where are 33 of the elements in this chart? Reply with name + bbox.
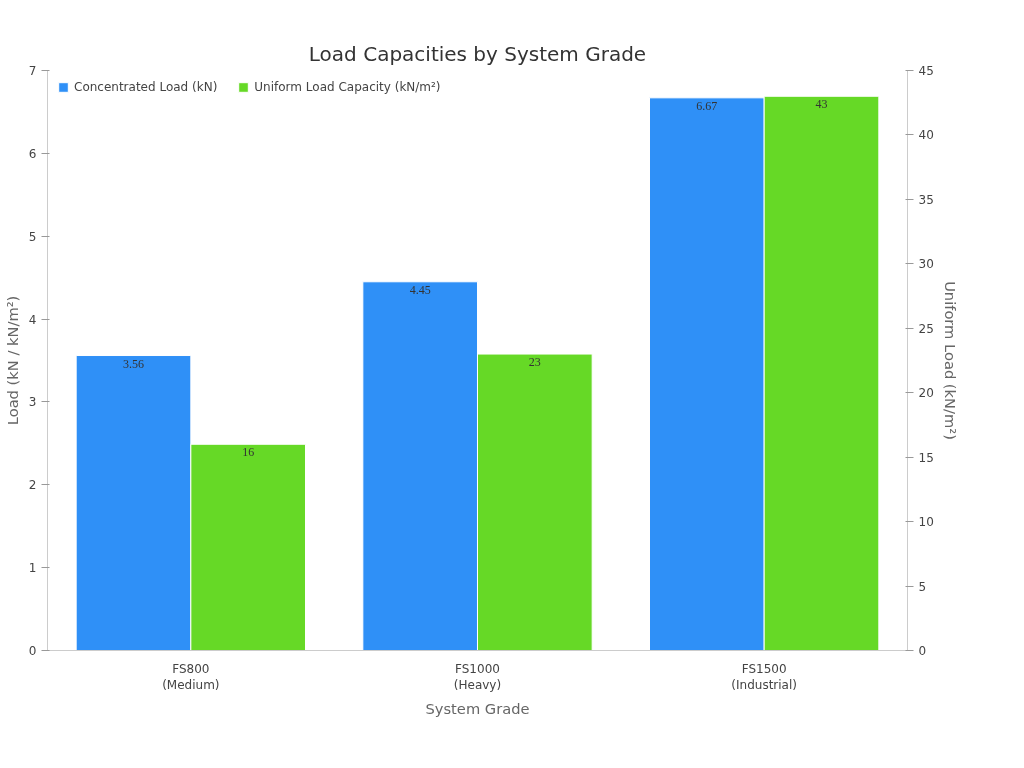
y2-tick-label: 45 xyxy=(918,64,934,78)
y-tick-label: 5 xyxy=(28,229,37,244)
y2-tick-label: 0 xyxy=(918,644,927,658)
y2-tick-label: 15 xyxy=(918,450,934,465)
data-label: 6.67 xyxy=(696,98,718,113)
x-tick-label: FS1000 (Heavy) xyxy=(453,661,502,693)
y2-tick-label: 20 xyxy=(918,386,934,401)
data-label: 3.56 xyxy=(123,356,144,371)
y2-axis-title: Uniform Load (kN/m²) xyxy=(941,281,959,440)
y-tick-label: 1 xyxy=(28,561,37,576)
y2-tick-label: 40 xyxy=(918,128,934,143)
y-tick-label: 3 xyxy=(28,395,37,410)
y-axis-title: Load (kN / kN/m²) xyxy=(3,295,21,426)
y-tick-label: 4 xyxy=(28,312,37,327)
x-tick-label: FS800 (Medium) xyxy=(162,661,220,693)
y2-tick-label: 5 xyxy=(918,579,927,594)
y-tick-label: 6 xyxy=(28,146,37,161)
x-axis-title: System Grade xyxy=(425,700,530,718)
y2-tick-label: 25 xyxy=(918,321,934,336)
legend-label: Concentrated Load (kN) xyxy=(74,80,218,94)
y2-tick-label: 35 xyxy=(918,192,934,207)
y2-tick-label: 10 xyxy=(918,515,934,530)
chart-title: Load Capacities by System Grade xyxy=(308,41,647,66)
y-tick-label: 7 xyxy=(28,64,37,78)
data-label: 4.45 xyxy=(409,282,431,297)
y2-tick-label: 30 xyxy=(918,257,934,272)
y-tick-label: 0 xyxy=(28,644,37,658)
y-tick-label: 2 xyxy=(28,478,37,493)
data-label: 43 xyxy=(815,97,828,112)
x-tick-label: FS1500 (Industrial) xyxy=(731,661,797,693)
data-label: 16 xyxy=(242,445,255,460)
data-label: 23 xyxy=(528,355,541,370)
legend-label: Uniform Load Capacity (kN/m²) xyxy=(254,80,441,94)
